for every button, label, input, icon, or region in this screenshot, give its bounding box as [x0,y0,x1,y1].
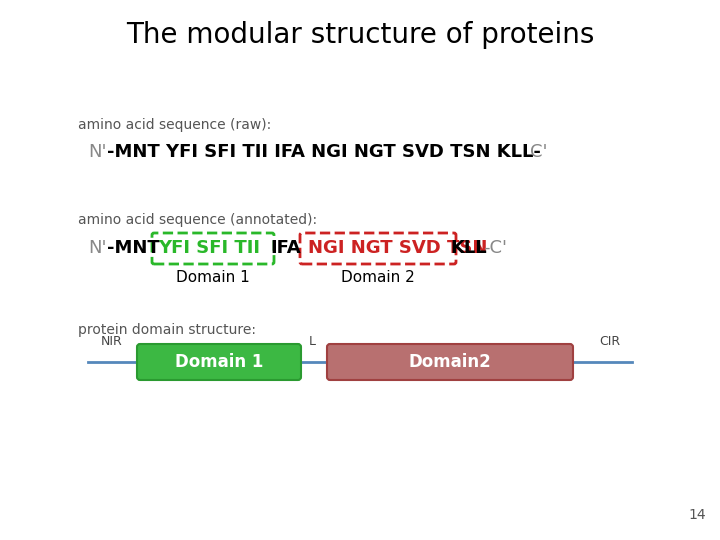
FancyBboxPatch shape [137,344,301,380]
Text: NGI NGT SVD TSN: NGI NGT SVD TSN [308,239,487,257]
Text: Domain 1: Domain 1 [175,353,264,371]
Text: The modular structure of proteins: The modular structure of proteins [126,21,594,49]
Text: YFI SFI TII: YFI SFI TII [158,239,260,257]
Text: -C': -C' [483,239,507,257]
Text: CIR: CIR [600,335,621,348]
Text: Domain 1: Domain 1 [176,270,250,285]
Text: Domain2: Domain2 [409,353,491,371]
Text: -MNT YFI SFI TII IFA NGI NGT SVD TSN KLL-: -MNT YFI SFI TII IFA NGI NGT SVD TSN KLL… [107,143,541,161]
Text: amino acid sequence (raw):: amino acid sequence (raw): [78,118,271,132]
FancyBboxPatch shape [327,344,573,380]
Text: KLL: KLL [450,239,487,257]
Text: amino acid sequence (annotated):: amino acid sequence (annotated): [78,213,317,227]
Text: protein domain structure:: protein domain structure: [78,323,256,337]
Text: -MNT: -MNT [107,239,160,257]
Text: Domain 2: Domain 2 [341,270,415,285]
Text: N': N' [88,239,107,257]
Text: C': C' [530,143,547,161]
Text: N': N' [88,143,107,161]
Text: L: L [308,335,315,348]
Text: IFA: IFA [270,239,301,257]
Text: 14: 14 [688,508,706,522]
Text: NIR: NIR [101,335,123,348]
